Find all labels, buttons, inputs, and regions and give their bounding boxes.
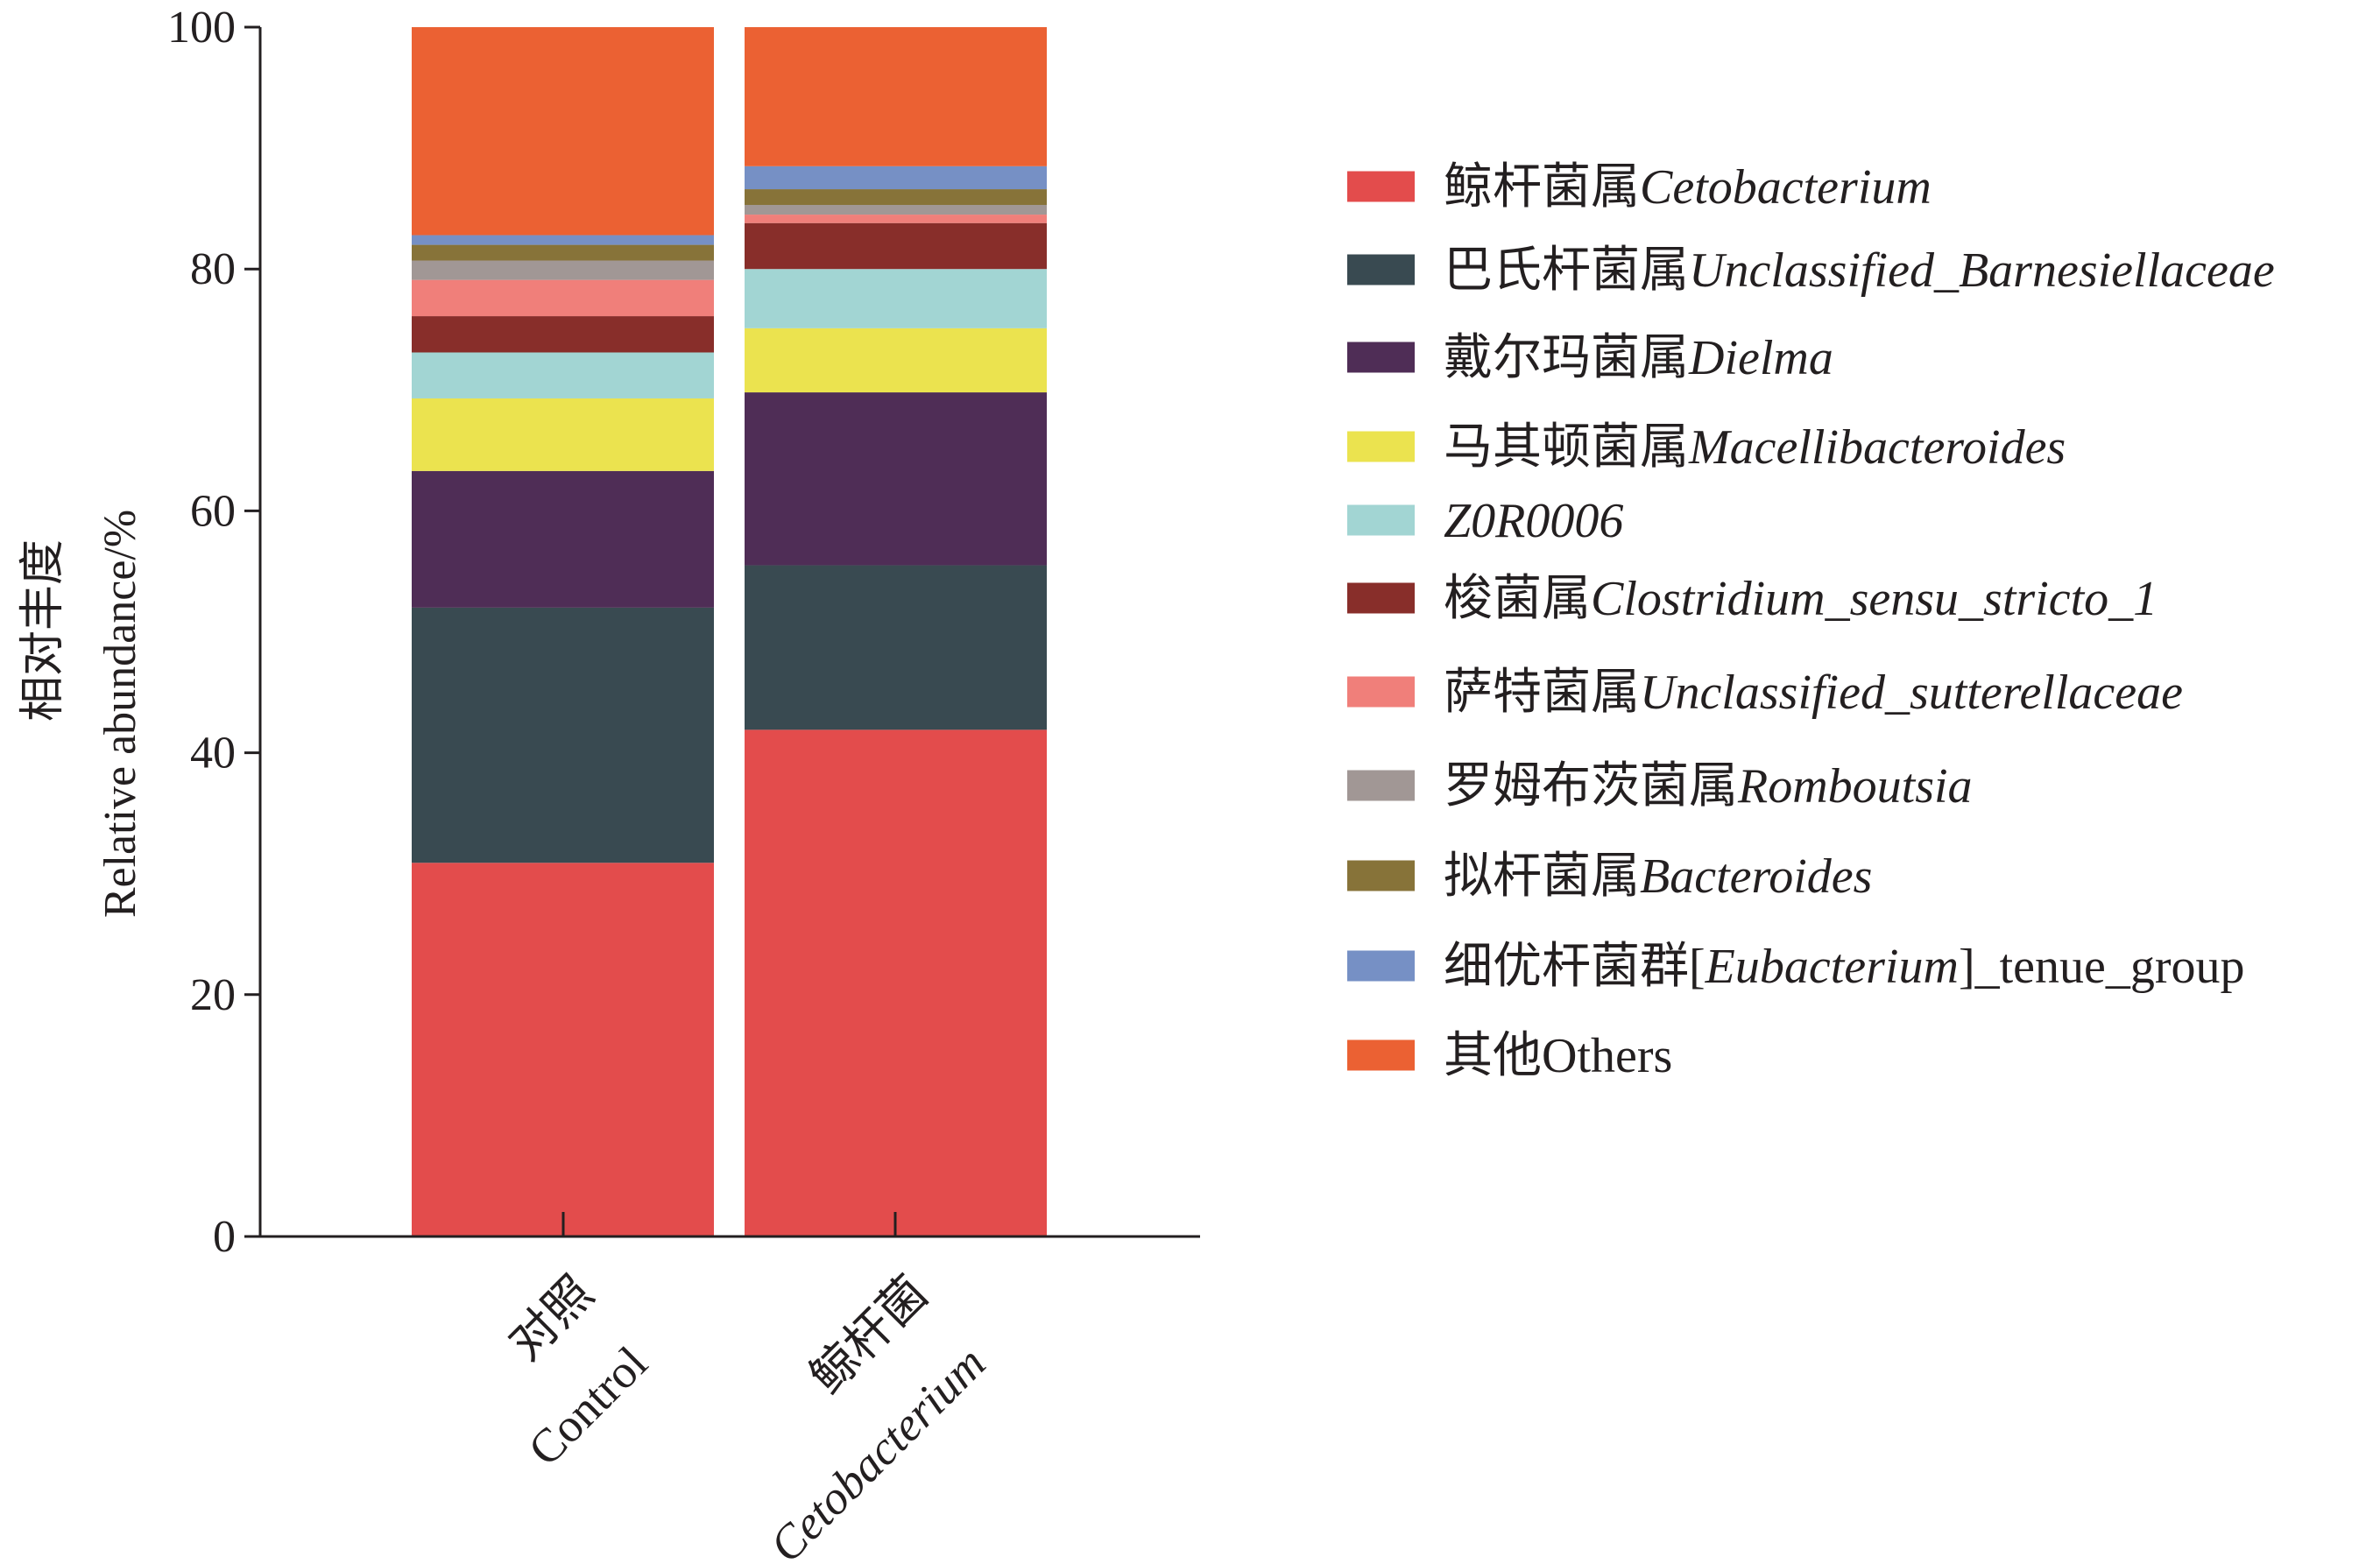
bar-segment-control-bacteroides [412, 244, 714, 261]
bar-segment-control-dielma [412, 470, 714, 608]
legend-item-dielma: 戴尔玛菌属Dielma [1347, 331, 1833, 385]
legend-swatch [1347, 770, 1415, 801]
bar-segment-control-romboutsia [412, 260, 714, 280]
legend-label: 细优杆菌群[Eubacterium]_tenue_group [1444, 940, 2245, 994]
bar-segment-cetobacterium-z0r0006 [745, 269, 1047, 328]
legend-item-cetobacterium: 鲸杆菌属Cetobacterium [1347, 160, 1932, 215]
y-tick-label: 80 [190, 244, 236, 294]
legend-label: 鲸杆菌属Cetobacterium [1444, 160, 1932, 215]
bar-segment-cetobacterium-eubacterium-tenue-group [745, 166, 1047, 190]
legend-item-others: 其他Others [1347, 1029, 1672, 1083]
legend-label: 巴氏杆菌属Unclassified_Barnesiellaceae [1444, 243, 2275, 298]
legend-swatch [1347, 342, 1415, 373]
legend-item-macellibacteroides: 马其顿菌属Macellibacteroides [1347, 420, 2066, 475]
legend-item-eubacterium-tenue-group: 细优杆菌群[Eubacterium]_tenue_group [1347, 940, 2245, 994]
bar-segment-control-macellibacteroides [412, 398, 714, 471]
bar-segment-cetobacterium-unclassified-barnesiellaceae [745, 565, 1047, 730]
bar-segment-control-others [412, 27, 714, 236]
legend-label: 马其顿菌属Macellibacteroides [1444, 420, 2066, 475]
legend-swatch [1347, 171, 1415, 202]
category-label-en-cetobacterium: Cetobacterium [759, 1336, 995, 1564]
legend-label: 萨特菌属Unclassified_sutterellaceae [1444, 666, 2183, 720]
legend-label: 其他Others [1444, 1029, 1672, 1083]
category-label-cn-control: 对照 [499, 1266, 604, 1370]
legend-item-bacteroides: 拟杆菌属Bacteroides [1347, 849, 1872, 904]
y-axis-title-line-1: 相对丰度 [18, 539, 68, 722]
y-tick-label: 40 [190, 729, 236, 778]
y-axis-title: 相对丰度 Relative abundance/% [18, 510, 145, 918]
legend-swatch [1347, 950, 1415, 982]
bar-segment-cetobacterium-others [745, 27, 1047, 166]
legend-swatch [1347, 860, 1415, 891]
bars-group [412, 27, 1047, 1236]
legend-swatch [1347, 504, 1415, 536]
bar-segment-cetobacterium-unclassified-sutterellaceae [745, 215, 1047, 223]
legend-swatch [1347, 431, 1415, 462]
bar-segment-control-unclassified-sutterellaceae [412, 279, 714, 317]
bar-segment-control-cetobacterium [412, 863, 714, 1236]
bar-segment-cetobacterium-dielma [745, 392, 1047, 566]
bar-segment-cetobacterium-macellibacteroides [745, 328, 1047, 393]
bar-segment-cetobacterium-bacteroides [745, 189, 1047, 206]
y-tick-label: 0 [213, 1212, 236, 1262]
legend-swatch [1347, 254, 1415, 285]
legend-label: 梭菌属Clostridium_sensu_stricto_1 [1444, 572, 2158, 626]
y-tick-label: 20 [190, 970, 236, 1020]
legend-label: 罗姆布茨菌属Romboutsia [1444, 759, 1973, 814]
legend-item-romboutsia: 罗姆布茨菌属Romboutsia [1347, 759, 1973, 814]
legend-label: 戴尔玛菌属Dielma [1444, 331, 1833, 385]
legend-swatch [1347, 676, 1415, 708]
legend-item-z0r0006: Z0R0006 [1347, 494, 1623, 548]
legend-swatch [1347, 1039, 1415, 1071]
legend-item-unclassified-barnesiellaceae: 巴氏杆菌属Unclassified_Barnesiellaceae [1347, 243, 2275, 298]
legend-label: Z0R0006 [1444, 494, 1623, 548]
bar-segment-control-eubacterium-tenue-group [412, 235, 714, 245]
axes-group: 0 20 40 60 80 100 [167, 3, 1200, 1262]
y-tick-label: 60 [190, 486, 236, 536]
bar-segment-cetobacterium-cetobacterium [745, 729, 1047, 1236]
bar-segment-control-unclassified-barnesiellaceae [412, 607, 714, 863]
legend-item-clostridium-sensu-stricto-1: 梭菌属Clostridium_sensu_stricto_1 [1347, 572, 2158, 626]
legend-label: 拟杆菌属Bacteroides [1444, 849, 1872, 904]
legend-swatch [1347, 582, 1415, 614]
y-tick-label: 100 [167, 3, 236, 53]
bar-segment-control-clostridium-sensu-stricto-1 [412, 316, 714, 353]
bar-segment-cetobacterium-romboutsia [745, 205, 1047, 215]
legend-item-unclassified-sutterellaceae: 萨特菌属Unclassified_sutterellaceae [1347, 666, 2183, 720]
bar-segment-control-z0r0006 [412, 352, 714, 398]
y-axis-title-line-2: Relative abundance/% [95, 510, 145, 918]
bar-segment-cetobacterium-clostridium-sensu-stricto-1 [745, 222, 1047, 270]
legend: 鲸杆菌属Cetobacterium 巴氏杆菌属Unclassified_Barne… [1347, 160, 2275, 1083]
